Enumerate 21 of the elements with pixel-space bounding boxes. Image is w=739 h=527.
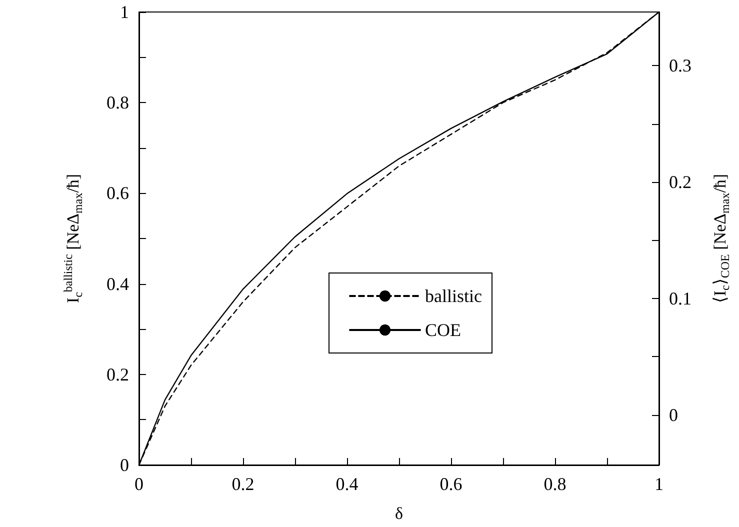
y2-tick-label: 0.2 (669, 172, 692, 192)
y2-tick-label: 0.3 (669, 56, 692, 76)
x-axis-title: δ (394, 504, 404, 523)
y-tick-label: 0 (120, 455, 129, 475)
x-tick-label: 0.4 (336, 474, 358, 494)
x-tick-label: 0.8 (544, 474, 566, 494)
y2-axis-title: ⟨Ic⟩COE [NeΔmax/ħ] (710, 174, 732, 304)
x-tick-label: 0 (134, 474, 144, 494)
y-tick-label: 1 (120, 2, 129, 22)
y-tick-label: 0.6 (106, 183, 129, 204)
y-tick-label: 0.8 (106, 92, 129, 113)
y-axis-title: Icballistic [NeΔmax/ħ] (61, 174, 85, 304)
y-tick-label: 0.4 (106, 274, 129, 294)
x-tick-label: 0.2 (232, 474, 254, 494)
legend-label: ballistic (425, 286, 482, 306)
y2-tick-label: 0.1 (669, 288, 692, 308)
y2-tick-label: 0 (669, 404, 678, 425)
legend-label: COE (425, 320, 462, 340)
y-tick-label: 0.2 (106, 364, 129, 384)
x-tick-label: 1 (654, 474, 664, 494)
x-tick-label: 0.6 (440, 474, 462, 494)
